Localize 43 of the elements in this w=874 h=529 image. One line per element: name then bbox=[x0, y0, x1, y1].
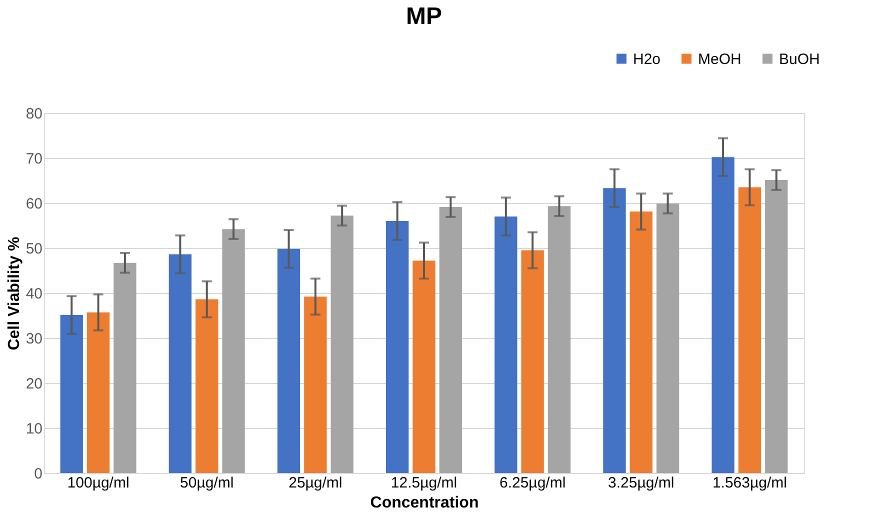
bar bbox=[439, 207, 462, 473]
x-tick-label: 1.563µg/ml bbox=[712, 474, 787, 492]
bar bbox=[656, 203, 680, 473]
bar bbox=[603, 188, 626, 473]
y-tick-label: 60 bbox=[26, 196, 42, 212]
bar bbox=[196, 299, 218, 473]
chart-title: MP bbox=[406, 3, 442, 30]
x-axis-title: Concentration bbox=[370, 494, 479, 512]
legend-label: H2o bbox=[633, 50, 661, 68]
bar bbox=[114, 262, 136, 473]
bar bbox=[712, 157, 734, 473]
y-tick-label: 40 bbox=[26, 286, 42, 302]
bar bbox=[521, 250, 544, 473]
bar bbox=[222, 229, 245, 473]
y-tick-label: 50 bbox=[26, 240, 42, 258]
bar bbox=[60, 315, 83, 473]
bar bbox=[168, 254, 192, 473]
bar bbox=[738, 187, 762, 473]
bar bbox=[386, 221, 409, 473]
legend-label: MeOH bbox=[698, 50, 742, 68]
y-tick-label: 10 bbox=[26, 420, 42, 438]
bar bbox=[304, 296, 327, 473]
y-tick-label: 30 bbox=[26, 330, 42, 348]
y-tick-label: 80 bbox=[26, 106, 42, 122]
bar bbox=[330, 216, 354, 473]
y-tick-label: 0 bbox=[34, 466, 42, 482]
bar bbox=[86, 312, 110, 473]
x-tick-label: 3.25µg/ml bbox=[608, 474, 674, 492]
bar bbox=[412, 260, 436, 473]
y-axis-title: Cell Viability % bbox=[6, 236, 23, 350]
legend-label: BuOH bbox=[779, 50, 820, 68]
y-tick-label: 70 bbox=[26, 150, 42, 168]
bar bbox=[630, 212, 652, 473]
x-tick-label: 25µg/ml bbox=[288, 474, 342, 492]
x-tick-label: 50µg/ml bbox=[180, 474, 234, 492]
bar bbox=[548, 206, 571, 473]
x-tick-label: 100µg/ml bbox=[67, 474, 130, 492]
bar bbox=[494, 216, 518, 473]
x-tick-label: 12.5µg/ml bbox=[390, 474, 458, 492]
bar bbox=[277, 248, 300, 473]
y-tick-label: 20 bbox=[26, 376, 42, 392]
x-tick-label: 6.25µg/ml bbox=[499, 474, 566, 492]
bar bbox=[765, 180, 788, 473]
